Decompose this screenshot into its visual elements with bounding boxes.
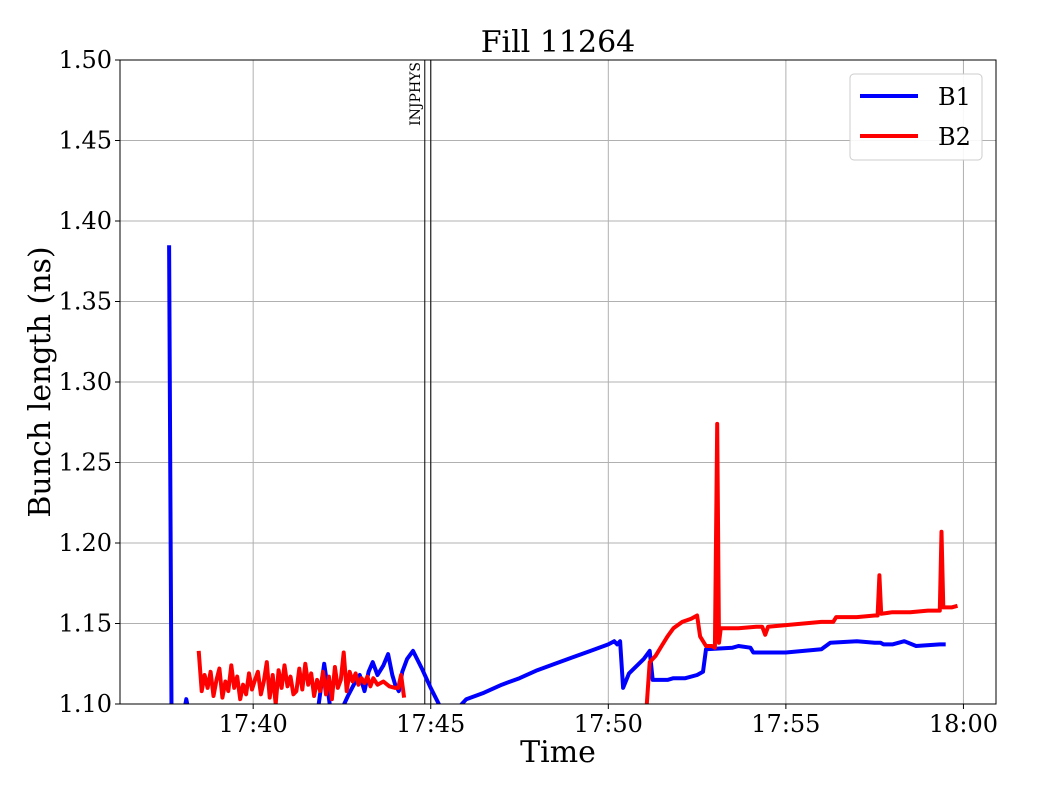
x-tick-label: 18:00 [929, 710, 998, 738]
y-axis-label: Bunch length (ns) [23, 246, 58, 517]
series-line-b2 [196, 650, 407, 704]
y-tick-label: 1.40 [59, 207, 112, 235]
x-tick-label: 17:50 [574, 710, 643, 738]
x-tick-label: 17:55 [751, 710, 820, 738]
y-tick-label: 1.20 [59, 529, 112, 557]
annotation-label: INJPHYS [408, 62, 424, 126]
y-tick-label: 1.15 [59, 610, 112, 638]
annotation-layer: INJPHYS [408, 60, 432, 704]
y-tick-label: 1.45 [59, 127, 112, 155]
y-tick-label: 1.25 [59, 449, 112, 477]
x-tick-label: 17:45 [396, 710, 465, 738]
legend-label-b1: B1 [938, 83, 971, 111]
series-line-b1 [167, 245, 946, 704]
y-tick-label: 1.10 [59, 690, 112, 718]
x-tick-label: 17:40 [219, 710, 288, 738]
legend-label-b2: B2 [938, 123, 971, 151]
y-tick-label: 1.35 [59, 288, 112, 316]
chart-title: Fill 11264 [481, 25, 636, 60]
y-tick-label: 1.50 [59, 46, 112, 74]
tick-layer: 17:40 17:45 17:50 17:55 18:00 1.10 1.15 1.20 1.2… [59, 46, 998, 738]
series-layer [167, 245, 959, 704]
series-line-b2 [644, 421, 959, 704]
y-tick-label: 1.30 [59, 368, 112, 396]
x-axis-label: Time [520, 735, 596, 770]
